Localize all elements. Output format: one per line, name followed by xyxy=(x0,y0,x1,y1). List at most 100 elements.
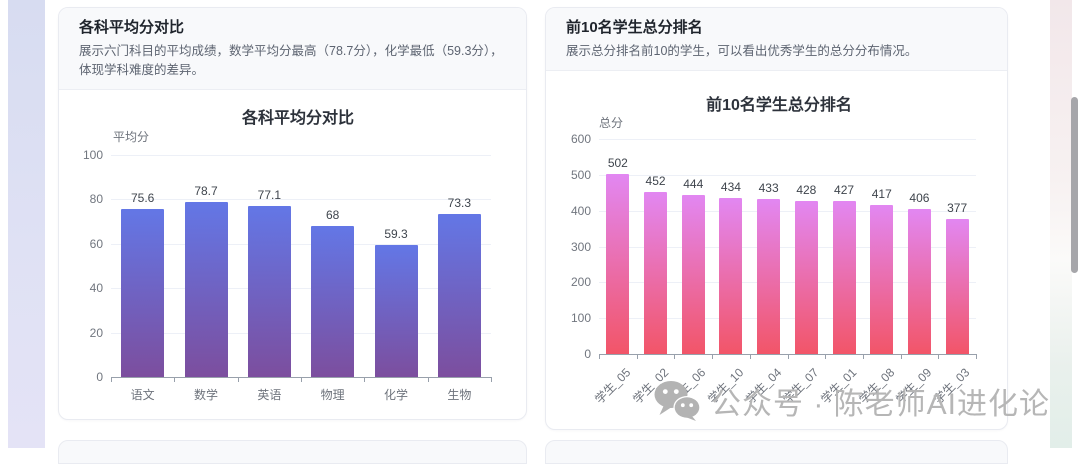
bar-value-label: 77.1 xyxy=(257,187,281,202)
bar-化学[interactable] xyxy=(374,245,418,377)
y-tick-label: 20 xyxy=(89,325,103,340)
bar-value-label: 377 xyxy=(947,200,968,215)
bar-学生_05[interactable] xyxy=(606,174,630,354)
y-tick-label: 0 xyxy=(584,347,591,361)
scrollbar-thumb[interactable] xyxy=(1071,97,1078,273)
page-background-band-left xyxy=(8,0,45,448)
bar-生物[interactable] xyxy=(437,214,481,377)
x-axis-tick xyxy=(938,354,940,359)
bar-value-label: 434 xyxy=(720,180,741,195)
gridline xyxy=(599,174,976,176)
y-tick-label: 40 xyxy=(89,281,103,296)
y-axis-name: 总分 xyxy=(599,116,624,130)
gridline xyxy=(599,139,976,140)
bar-语文[interactable] xyxy=(121,209,165,377)
bar-value-label: 417 xyxy=(871,186,892,201)
y-axis-name: 平均分 xyxy=(113,130,150,144)
bar-value-label: 452 xyxy=(645,174,666,189)
gridline xyxy=(111,288,491,290)
card-title: 前10名学生总分排名 xyxy=(566,19,703,36)
y-tick-label: 200 xyxy=(570,275,591,290)
bar-学生_06[interactable] xyxy=(681,194,705,354)
bar-英语[interactable] xyxy=(247,205,291,377)
bar-物理[interactable] xyxy=(311,226,355,377)
y-tick-label: 80 xyxy=(89,192,103,207)
x-axis-tick xyxy=(301,377,302,382)
next-row-card-partial xyxy=(58,440,527,464)
bar-学生_02[interactable] xyxy=(644,192,668,354)
x-axis-tick xyxy=(364,377,366,382)
x-axis-tick xyxy=(491,377,492,382)
watermark-text: 公众号 · 陈老师AI进化论 xyxy=(711,388,1051,421)
y-tick-label: 400 xyxy=(570,203,591,218)
gridline xyxy=(599,318,976,320)
card-top10-ranking-header: 前10名学生总分排名 展示总分排名前10的学生，可以看出优秀学生的总分分布情况。 xyxy=(546,8,1007,71)
chart-title: 前10名学生总分排名 xyxy=(706,97,852,114)
bar-value-label: 502 xyxy=(607,156,628,171)
bar-数学[interactable] xyxy=(184,202,228,377)
next-row-card-partial xyxy=(545,440,1008,464)
x-tick-label: 物理 xyxy=(320,388,345,402)
card-description: 展示总分排名前10的学生，可以看出优秀学生的总分分布情况。 xyxy=(566,44,918,58)
bar-学生_07[interactable] xyxy=(794,200,818,354)
bar-学生_08[interactable] xyxy=(870,204,894,354)
bar-学生_03[interactable] xyxy=(945,218,969,354)
bar-value-label: 406 xyxy=(909,190,930,205)
bar-学生_01[interactable] xyxy=(832,200,856,354)
y-tick-label: 500 xyxy=(570,167,591,182)
x-tick-label: 语文 xyxy=(130,388,155,402)
bar-value-label: 427 xyxy=(834,182,855,197)
y-tick-label: 100 xyxy=(82,148,103,162)
bar-学生_09[interactable] xyxy=(907,208,931,354)
gridline xyxy=(111,332,491,334)
watermark: 公众号 · 陈老师AI进化论 xyxy=(653,379,1050,423)
x-axis-tick xyxy=(712,354,714,359)
bar-value-label: 444 xyxy=(683,176,704,191)
x-axis-tick xyxy=(674,354,676,359)
bar-value-label: 59.3 xyxy=(384,227,408,242)
gridline xyxy=(111,199,491,201)
x-axis-tick xyxy=(900,354,902,359)
wechat-icon xyxy=(654,381,700,421)
x-axis-tick xyxy=(237,377,239,382)
x-axis-tick xyxy=(825,354,827,359)
x-axis-tick xyxy=(636,354,638,359)
bar-value-label: 75.6 xyxy=(130,191,155,206)
x-tick-label: 化学 xyxy=(383,388,408,402)
bar-value-label: 68 xyxy=(325,208,340,223)
card-title: 各科平均分对比 xyxy=(79,19,185,36)
card-subject-average: 各科平均分对比 展示六门科目的平均成绩，数学平均分最高（78.7分），化学最低（… xyxy=(58,7,527,420)
gridline xyxy=(111,155,491,156)
bar-学生_04[interactable] xyxy=(757,198,781,354)
bar-value-label: 433 xyxy=(758,180,779,195)
y-tick-label: 100 xyxy=(570,311,591,326)
bar-chart-top10-ranking[interactable]: 前10名学生总分排名 总分 0 100 200 300 400 500 600 502 学生_05 4… xyxy=(546,69,1007,431)
gridline xyxy=(599,282,976,284)
x-axis-tick xyxy=(787,354,789,359)
y-tick-label: 60 xyxy=(89,236,103,251)
x-axis-tick xyxy=(599,354,600,359)
card-top10-ranking: 前10名学生总分排名 展示总分排名前10的学生，可以看出优秀学生的总分分布情况。… xyxy=(545,7,1008,430)
x-axis-tick xyxy=(749,354,751,359)
scrollbar[interactable] xyxy=(1071,0,1080,448)
x-tick-label: 数学 xyxy=(193,388,218,402)
gridline xyxy=(599,246,976,248)
card-description: 展示六门科目的平均成绩，数学平均分最高（78.7分），化学最低（59.3分），体… xyxy=(79,44,503,77)
bar-value-label: 78.7 xyxy=(194,184,218,199)
bar-chart-subject-average[interactable]: 各科平均分对比 平均分 0 20 40 60 80 100 75.6 语文 78.7 数学 77.1 英语… xyxy=(59,88,526,421)
chart-title: 各科平均分对比 xyxy=(241,110,354,127)
x-axis-tick xyxy=(427,377,429,382)
x-axis-tick xyxy=(111,377,112,382)
gridline xyxy=(111,243,491,245)
y-tick-label: 300 xyxy=(570,239,591,254)
gridline xyxy=(599,210,976,212)
x-tick-label: 英语 xyxy=(257,388,282,402)
bar-学生_10[interactable] xyxy=(719,198,743,354)
bar-value-label: 428 xyxy=(796,182,817,197)
x-axis-tick xyxy=(862,354,864,359)
y-tick-label: 600 xyxy=(570,132,591,146)
page-background-band-right xyxy=(1050,0,1072,448)
bar-value-label: 73.3 xyxy=(447,196,471,211)
card-subject-average-header: 各科平均分对比 展示六门科目的平均成绩，数学平均分最高（78.7分），化学最低（… xyxy=(59,8,526,90)
x-axis-tick xyxy=(976,354,977,359)
